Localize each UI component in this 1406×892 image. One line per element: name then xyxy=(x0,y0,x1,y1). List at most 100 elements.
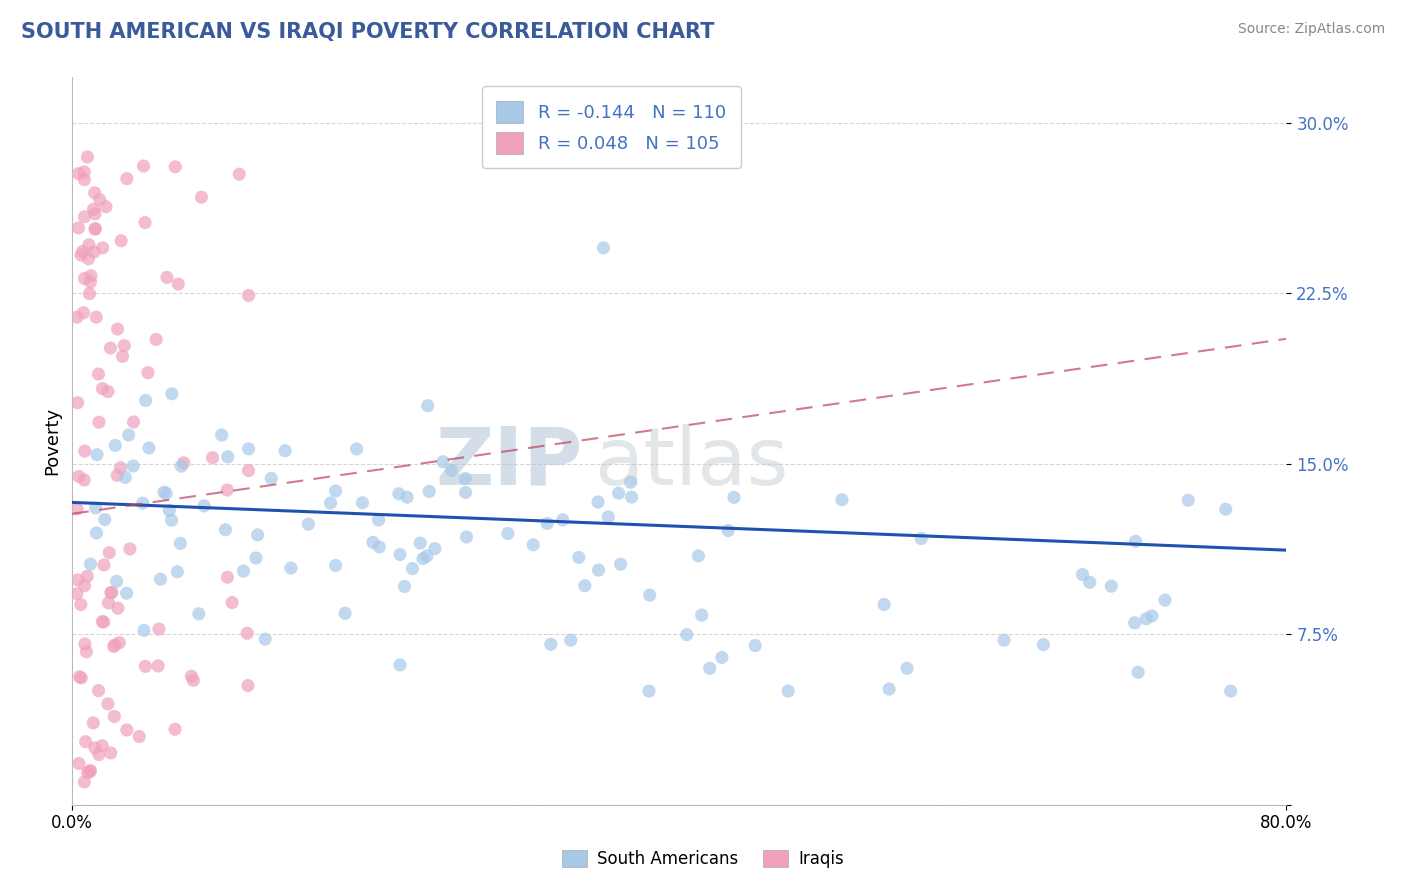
Iraqis xyxy=(100,585,122,599)
South Americans xyxy=(1123,615,1146,630)
Iraqis xyxy=(221,596,243,610)
South Americans xyxy=(1078,575,1101,590)
South Americans xyxy=(568,550,591,565)
Iraqis xyxy=(110,234,132,248)
South Americans xyxy=(560,633,582,648)
Iraqis xyxy=(66,395,89,409)
Iraqis xyxy=(217,570,239,584)
Iraqis xyxy=(93,558,115,572)
South Americans xyxy=(211,428,233,442)
Iraqis xyxy=(97,596,120,610)
South Americans xyxy=(1099,579,1122,593)
Iraqis xyxy=(84,222,107,236)
South Americans xyxy=(993,633,1015,648)
Iraqis xyxy=(87,367,110,381)
Iraqis xyxy=(236,679,259,693)
Iraqis xyxy=(91,382,114,396)
Iraqis xyxy=(97,697,120,711)
Iraqis xyxy=(73,165,96,179)
South Americans xyxy=(675,627,697,641)
Iraqis xyxy=(91,739,114,753)
South Americans xyxy=(873,598,896,612)
Iraqis xyxy=(83,244,105,259)
Iraqis xyxy=(66,502,89,516)
Iraqis xyxy=(238,464,260,478)
Iraqis xyxy=(132,159,155,173)
Iraqis xyxy=(190,190,212,204)
Iraqis xyxy=(87,683,110,698)
South Americans xyxy=(877,681,900,696)
South Americans xyxy=(135,393,157,408)
South Americans xyxy=(79,557,101,571)
Iraqis xyxy=(105,468,128,483)
Iraqis xyxy=(104,638,127,652)
South Americans xyxy=(160,513,183,527)
Iraqis xyxy=(84,740,107,755)
Text: ZIP: ZIP xyxy=(434,424,582,502)
South Americans xyxy=(153,485,176,500)
Iraqis xyxy=(76,765,98,780)
Iraqis xyxy=(73,775,96,789)
South Americans xyxy=(638,684,661,698)
South Americans xyxy=(896,661,918,675)
Iraqis xyxy=(94,200,117,214)
Iraqis xyxy=(73,473,96,487)
Iraqis xyxy=(67,469,90,483)
Iraqis xyxy=(76,150,98,164)
South Americans xyxy=(333,607,356,621)
South Americans xyxy=(536,516,558,531)
South Americans xyxy=(86,526,108,541)
Iraqis xyxy=(91,241,114,255)
South Americans xyxy=(346,442,368,456)
South Americans xyxy=(170,459,193,474)
Iraqis xyxy=(66,310,89,325)
South Americans xyxy=(592,241,614,255)
South Americans xyxy=(155,486,177,500)
South Americans xyxy=(699,661,721,675)
Y-axis label: Poverty: Poverty xyxy=(44,407,60,475)
South Americans xyxy=(274,443,297,458)
Iraqis xyxy=(134,659,156,673)
Iraqis xyxy=(79,764,101,779)
South Americans xyxy=(778,684,800,698)
South Americans xyxy=(394,579,416,593)
Iraqis xyxy=(84,310,107,325)
South Americans xyxy=(238,442,260,456)
Iraqis xyxy=(66,573,89,587)
Iraqis xyxy=(67,756,90,771)
South Americans xyxy=(132,496,155,510)
South Americans xyxy=(325,558,347,573)
South Americans xyxy=(416,549,439,563)
Iraqis xyxy=(67,167,90,181)
South Americans xyxy=(588,563,610,577)
Iraqis xyxy=(228,167,250,181)
South Americans xyxy=(522,538,544,552)
Iraqis xyxy=(146,659,169,673)
South Americans xyxy=(723,491,745,505)
South Americans xyxy=(423,541,446,556)
Text: atlas: atlas xyxy=(595,424,789,502)
Iraqis xyxy=(76,569,98,583)
South Americans xyxy=(409,536,432,550)
South Americans xyxy=(94,512,117,526)
South Americans xyxy=(910,532,932,546)
South Americans xyxy=(389,548,412,562)
South Americans xyxy=(280,561,302,575)
South Americans xyxy=(638,588,661,602)
South Americans xyxy=(574,579,596,593)
Iraqis xyxy=(89,193,111,207)
South Americans xyxy=(104,438,127,452)
Iraqis xyxy=(236,626,259,640)
South Americans xyxy=(440,463,463,477)
South Americans xyxy=(217,450,239,464)
South Americans xyxy=(352,496,374,510)
Legend: R = -0.144   N = 110, R = 0.048   N = 105: R = -0.144 N = 110, R = 0.048 N = 105 xyxy=(482,87,741,169)
South Americans xyxy=(416,399,439,413)
Iraqis xyxy=(83,202,105,217)
South Americans xyxy=(710,650,733,665)
South Americans xyxy=(319,496,342,510)
Iraqis xyxy=(165,723,187,737)
South Americans xyxy=(395,490,418,504)
South Americans xyxy=(193,499,215,513)
South Americans xyxy=(388,486,411,500)
